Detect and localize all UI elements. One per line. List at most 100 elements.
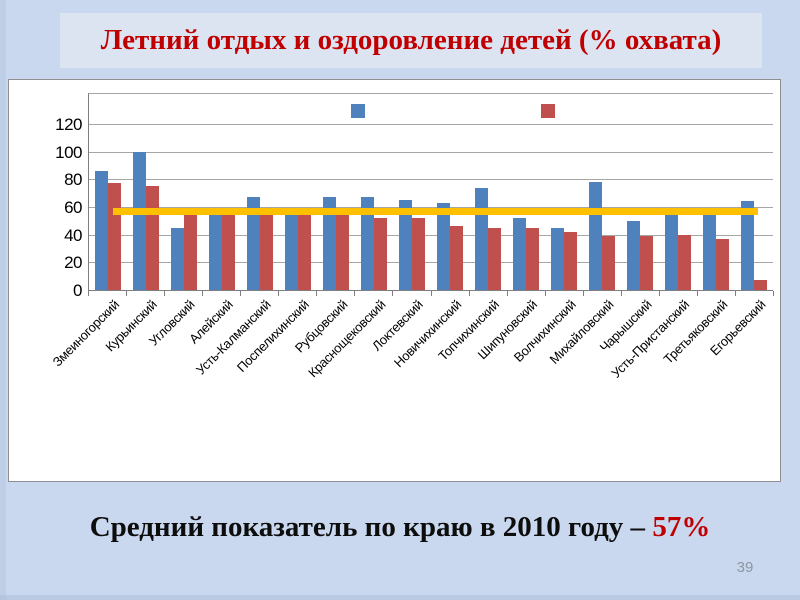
x-tick [392,291,394,296]
x-tick [734,291,736,296]
series-red-bar [336,215,349,290]
series-red-bar [564,231,577,290]
series-red-bar [716,238,729,290]
bar-group [127,94,165,290]
gridline-80 [89,179,773,181]
title-box: Летний отдых и оздоровление детей (% охв… [60,13,762,68]
gridline-60 [89,206,773,208]
x-tick [88,291,89,296]
legend-swatch-blue [351,104,365,118]
y-tick-label: 20 [64,253,82,273]
bar-group [735,94,773,290]
bar-group [659,94,697,290]
series-blue-bar [95,170,108,290]
slide-title: Летний отдых и оздоровление детей (% охв… [100,24,722,56]
slide-left-edge-shading [0,0,6,600]
caption: Средний показатель по краю в 2010 году –… [0,505,800,549]
series-red-bar [678,234,691,290]
bar-group [355,94,393,290]
bar-group [507,94,545,290]
bar-group [583,94,621,290]
y-tick-label: 40 [64,225,82,245]
series-blue-bar [437,202,450,290]
x-tick [430,291,432,296]
legend-swatch-red [541,104,555,118]
series-blue-bar [171,227,184,290]
bar-group [279,94,317,290]
series-blue-bar [209,215,222,290]
x-tick [240,291,242,296]
series-red-bar [526,227,539,290]
series-red-bar [374,218,387,290]
bar-group [621,94,659,290]
bar-group [89,94,127,290]
series-red-bar [222,215,235,290]
x-tick [316,291,318,296]
bar-groups [89,94,773,290]
bar-group [317,94,355,290]
series-blue-bar [399,200,412,290]
series-red-bar [754,280,767,290]
x-tick [468,291,470,296]
x-tick [506,291,508,296]
series-red-bar [450,226,463,290]
x-tick [354,291,356,296]
bar-group [165,94,203,290]
series-red-bar [298,215,311,290]
series-blue-bar [551,227,564,290]
bar-group [697,94,735,290]
series-red-bar [412,218,425,290]
series-blue-bar [475,187,488,290]
y-tick-label: 80 [64,170,82,190]
bar-group [203,94,241,290]
x-tick [278,291,280,296]
series-red-bar [108,183,121,290]
y-tick-label: 100 [55,142,82,162]
series-blue-bar [665,215,678,290]
series-red-bar [260,215,273,290]
reference-line [113,207,758,215]
x-category-label-text: Змеиногорский [49,297,122,370]
x-tick [696,291,698,296]
series-red-bar [602,236,615,290]
chart-panel: 0 20 40 60 80 100 120 Змеиногорский Курьинский Уг… [8,79,781,482]
bar-group [545,94,583,290]
slide-bottom-edge-shading [0,595,800,600]
x-tick [164,291,166,296]
series-blue-bar [741,201,754,290]
x-tick [582,291,584,296]
y-tick-label: 120 [55,114,82,134]
series-blue-bar [285,215,298,290]
x-tick [658,291,660,296]
plot-area [88,93,773,291]
series-blue-bar [247,197,260,290]
x-tick [544,291,546,296]
y-tick-label: 0 [73,281,82,300]
series-blue-bar [513,218,526,290]
series-red-bar [488,227,501,290]
series-red-bar [146,186,159,290]
gridline-120 [89,123,773,125]
series-blue-bar [361,197,374,290]
gridline-100 [89,151,773,153]
bar-group [469,94,507,290]
x-tick [202,291,204,296]
bar-group [431,94,469,290]
page-number: 39 [736,559,754,576]
gridline-40 [89,234,773,236]
gridline-20 [89,262,773,264]
bar-group [393,94,431,290]
y-tick-label: 60 [64,197,82,217]
series-red-bar [640,236,653,290]
series-blue-bar [627,220,640,290]
x-tick [620,291,622,296]
x-tick [773,291,774,296]
series-blue-bar [703,215,716,290]
bar-group [241,94,279,290]
series-red-bar [184,208,197,290]
x-tick [126,291,128,296]
series-blue-bar [589,182,602,290]
caption-prefix: Средний показатель по краю в 2010 году – [89,511,646,543]
caption-value: 57% [652,511,711,543]
